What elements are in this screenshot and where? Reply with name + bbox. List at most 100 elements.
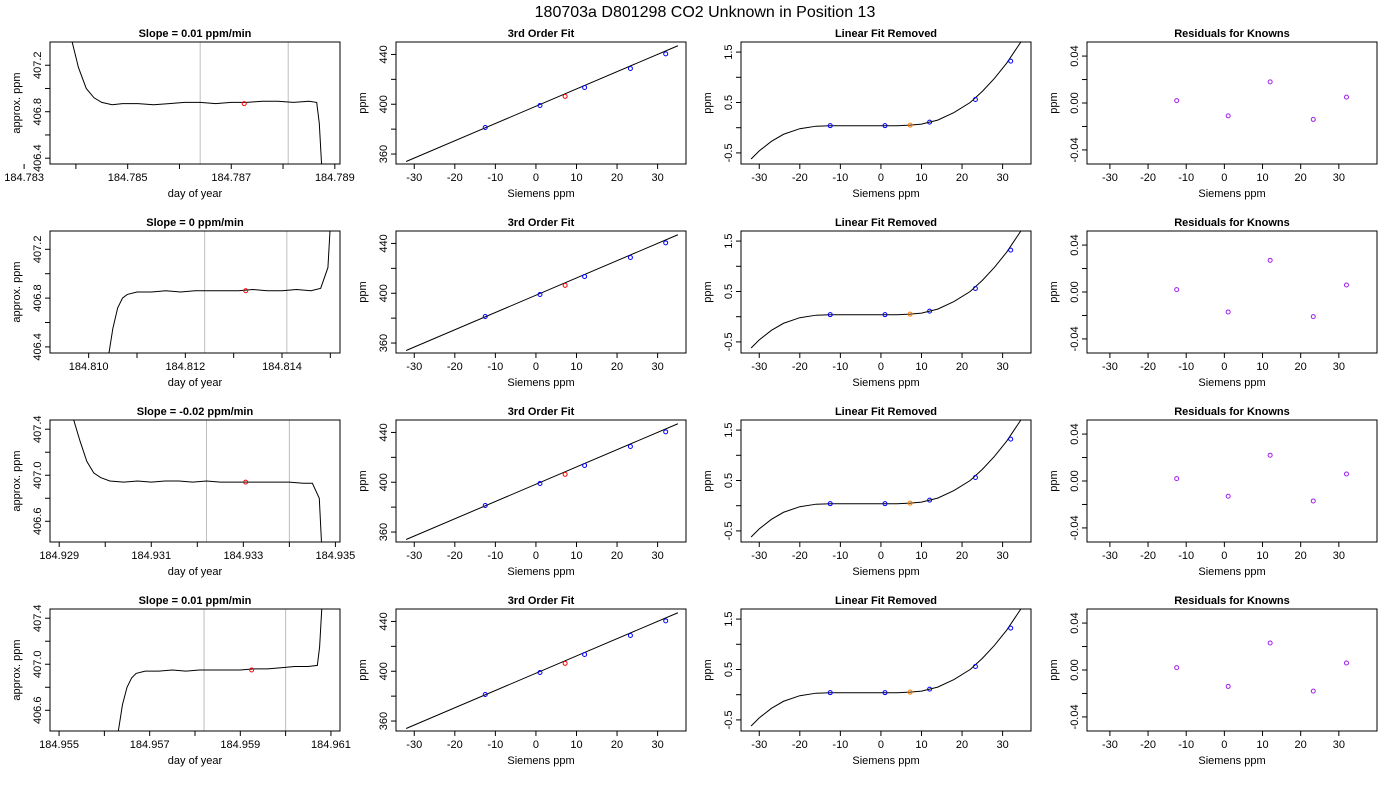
plot-frame [1086, 230, 1378, 354]
x-axis-label: Siemens ppm [852, 755, 919, 767]
x-tick-label: -30 [751, 550, 767, 562]
residual-point [1225, 113, 1231, 119]
known-point [927, 119, 933, 125]
plot-area [1174, 257, 1349, 320]
x-tick-label: 10 [915, 739, 927, 751]
y-axis-label: ppm [357, 281, 369, 302]
residual-point [1267, 452, 1273, 458]
x-tick-label: 20 [956, 172, 968, 184]
y-tick-label: 406.8 [32, 98, 44, 126]
x-tick-label: 10 [915, 550, 927, 562]
x-tick-label: 20 [956, 361, 968, 373]
x-tick-label: -30 [406, 361, 422, 373]
residual-point [1174, 665, 1180, 671]
known-point [582, 84, 588, 90]
residual-point [1310, 498, 1316, 504]
x-tick-label: 30 [651, 172, 663, 184]
unknown-point [562, 93, 568, 99]
known-point [972, 474, 978, 480]
x-tick-label: 30 [996, 550, 1008, 562]
y-tick-label: 400 [378, 473, 390, 491]
x-tick-label: -10 [487, 739, 503, 751]
chart-panel: 3rd Order Fit -30 -20 -10 0 10 20 30 360 400 440 Si… [357, 595, 687, 767]
series-line [71, 42, 323, 164]
residual-curve [750, 231, 1022, 349]
y-tick-label: 406.4 [32, 144, 44, 172]
panel-title: Linear Fit Removed [835, 28, 937, 40]
residual-point [1267, 257, 1273, 263]
y-tick-label: 406.8 [32, 284, 44, 312]
x-tick-label: -30 [406, 739, 422, 751]
y-tick-label: 1.5 [723, 233, 735, 248]
x-tick-label: -30 [1102, 739, 1118, 751]
known-point [537, 480, 543, 486]
known-point [927, 686, 933, 692]
known-point [882, 501, 888, 507]
y-tick-label: 0.04 [1069, 423, 1081, 444]
x-axis-label: Siemens ppm [507, 566, 574, 578]
x-axis-label: Siemens ppm [1198, 566, 1265, 578]
chart-panel: Residuals for Knowns -30 -20 -10 0 10 20 30 -0.0… [1048, 28, 1378, 200]
x-tick-label: 10 [1256, 739, 1268, 751]
x-tick-label: -20 [447, 361, 463, 373]
x-tick-label: -10 [1178, 739, 1194, 751]
x-axis-label: Siemens ppm [852, 377, 919, 389]
panel-title: Slope = 0.01 ppm/min [139, 28, 252, 40]
x-tick-label: -20 [1140, 361, 1156, 373]
chart-panel: 3rd Order Fit -30 -20 -10 0 10 20 30 360 400 440 Si… [357, 28, 687, 200]
plot-area [405, 612, 679, 729]
x-tick-label: 184.959 [220, 739, 260, 751]
x-tick-label: 20 [1295, 361, 1307, 373]
x-tick-label: 0 [878, 739, 884, 751]
x-tick-label: 10 [570, 550, 582, 562]
plot-area [405, 45, 679, 162]
unknown-point [907, 500, 913, 506]
y-axis-label: ppm [1048, 92, 1060, 113]
x-axis-label: day of year [168, 377, 223, 389]
x-tick-label: -10 [832, 172, 848, 184]
x-tick-label: 184.812 [165, 361, 205, 373]
x-tick-label: -30 [406, 172, 422, 184]
y-tick-label: -0.04 [1069, 137, 1081, 162]
plot-frame [1086, 608, 1378, 732]
x-tick-label: 10 [1256, 361, 1268, 373]
x-tick-label: 10 [1256, 172, 1268, 184]
residual-point [1225, 683, 1231, 689]
known-point [627, 444, 633, 450]
x-axis-label: Siemens ppm [507, 188, 574, 200]
y-tick-label: 440 [378, 45, 390, 63]
chart-panel: Linear Fit Removed -30 -20 -10 0 10 20 30 -0.5 0.… [702, 28, 1032, 200]
x-axis-label: day of year [168, 188, 223, 200]
chart-panel: Residuals for Knowns -30 -20 -10 0 10 20 30 -0.0… [1048, 406, 1378, 578]
plot-area [108, 231, 331, 353]
known-point [927, 308, 933, 314]
x-tick-label: -10 [1178, 550, 1194, 562]
chart-panel: Slope = 0.01 ppm/min 184.955 184.957 184.95… [11, 595, 351, 767]
plot-frame [49, 41, 341, 165]
residual-point [1174, 98, 1180, 104]
y-tick-label: -0.04 [1069, 326, 1081, 351]
chart-panel: Residuals for Knowns -30 -20 -10 0 10 20 30 -0.0… [1048, 595, 1378, 767]
y-tick-label: 400 [378, 95, 390, 113]
residual-point [1267, 79, 1273, 85]
y-tick-label: 0.00 [1069, 281, 1081, 302]
x-tick-label: 184.785 [108, 172, 148, 184]
x-tick-label: -10 [1178, 361, 1194, 373]
chart-panel: Residuals for Knowns -30 -20 -10 0 10 20 30 -0.0… [1048, 217, 1378, 389]
plot-area [750, 609, 1022, 727]
x-tick-label: 0 [533, 361, 539, 373]
y-tick-label: 1.5 [723, 44, 735, 59]
x-tick-label: 30 [651, 739, 663, 751]
x-tick-label: 10 [570, 172, 582, 184]
unknown-point [907, 311, 913, 317]
y-tick-label: 0.04 [1069, 234, 1081, 255]
known-point [972, 96, 978, 102]
x-tick-label: 20 [611, 361, 623, 373]
y-tick-label: 1.5 [723, 422, 735, 437]
x-tick-label: -30 [751, 739, 767, 751]
y-tick-label: 406.6 [32, 508, 44, 536]
plot-frame [49, 230, 341, 354]
plot-frame [1086, 419, 1378, 543]
x-tick-label: -20 [792, 361, 808, 373]
